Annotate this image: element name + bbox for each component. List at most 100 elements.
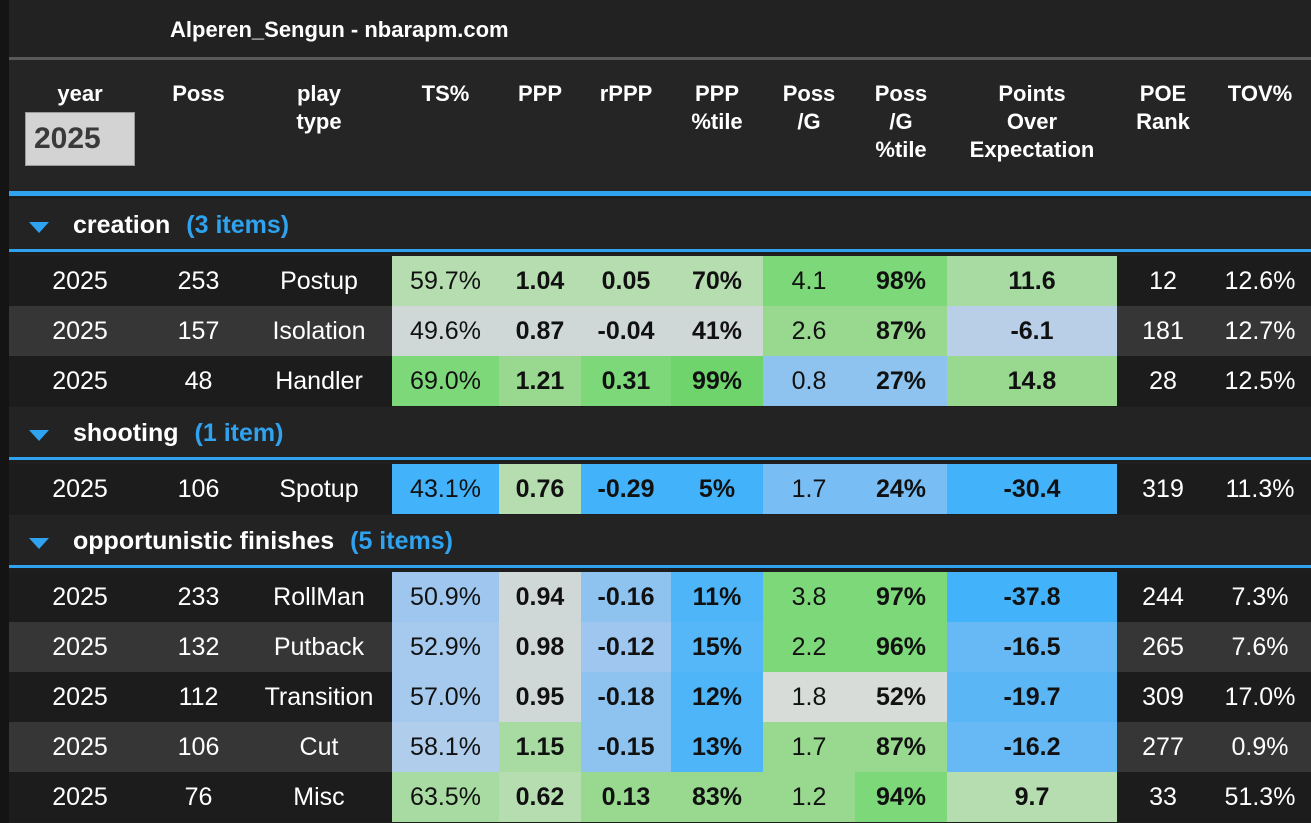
group-label: creation (3 items) [73,211,289,240]
header-ppp-label: PPP [517,81,563,106]
cell-tov: 12.6% [1209,256,1311,306]
cell-poe-rank: 277 [1117,722,1209,772]
year-filter-input[interactable] [25,112,135,166]
cell-rppp: -0.12 [581,622,671,672]
header-year[interactable]: year [9,80,151,108]
header-possg-pct-label-1: Poss [874,81,928,106]
header-ts[interactable]: TS% [392,80,499,108]
cell-possg-pct: 94% [855,772,947,822]
table-row[interactable]: 2025 106 Cut 58.1% 1.15 -0.15 13% 1.7 87… [9,722,1311,772]
cell-poe: 9.7 [947,772,1117,822]
group-header-shooting[interactable]: shooting (1 item) [9,407,1311,460]
header-poe-rank[interactable]: POE Rank [1117,80,1209,136]
group-header-creation[interactable]: creation (3 items) [9,199,1311,252]
cell-rppp: -0.29 [581,464,671,514]
cell-poss: 157 [151,306,246,356]
cell-possg-pct: 87% [855,722,947,772]
cell-tov: 0.9% [1209,722,1311,772]
cell-ppp-pct: 41% [671,306,763,356]
header-ppp-pct-label-2: %tile [691,109,743,134]
cell-ppp: 1.21 [499,356,581,406]
cell-play-type: Isolation [246,306,392,356]
cell-ppp: 0.98 [499,622,581,672]
cell-poe-rank: 244 [1117,572,1209,622]
table-row[interactable]: 2025 76 Misc 63.5% 0.62 0.13 83% 1.2 94%… [9,772,1311,823]
cell-possg: 2.2 [763,622,855,672]
cell-poe: -37.8 [947,572,1117,622]
cell-possg: 1.7 [763,464,855,514]
cell-possg: 1.2 [763,772,855,822]
header-poe-rank-label-2: Rank [1136,109,1190,134]
header-rppp[interactable]: rPPP [581,80,671,108]
header-ppp[interactable]: PPP [499,80,581,108]
table-row[interactable]: 2025 106 Spotup 43.1% 0.76 -0.29 5% 1.7 … [9,464,1311,514]
header-divider [9,191,1311,196]
cell-year: 2025 [9,772,151,822]
header-possg-label-2: /G [797,109,821,134]
cell-possg-pct: 27% [855,356,947,406]
table-row[interactable]: 2025 157 Isolation 49.6% 0.87 -0.04 41% … [9,306,1311,356]
cell-ppp: 0.94 [499,572,581,622]
header-ts-label: TS% [421,81,470,106]
page-title: Alperen_Sengun - nbarapm.com [170,17,509,42]
table-row[interactable]: 2025 48 Handler 69.0% 1.21 0.31 99% 0.8 … [9,356,1311,406]
cell-poss: 48 [151,356,246,406]
header-poe[interactable]: Points Over Expectation [947,80,1117,164]
cell-ts: 59.7% [392,256,499,306]
header-poe-rank-label-1: POE [1139,81,1187,106]
cell-play-type: Spotup [246,464,392,514]
table-row[interactable]: 2025 233 RollMan 50.9% 0.94 -0.16 11% 3.… [9,572,1311,622]
cell-play-type: Handler [246,356,392,406]
cell-tov: 7.3% [1209,572,1311,622]
header-ppp-pct[interactable]: PPP %tile [671,80,763,136]
cell-tov: 12.7% [1209,306,1311,356]
cell-poe: -6.1 [947,306,1117,356]
table-row[interactable]: 2025 112 Transition 57.0% 0.95 -0.18 12%… [9,672,1311,722]
caret-down-icon[interactable] [29,222,49,233]
cell-poe-rank: 319 [1117,464,1209,514]
group-count: (3 items) [186,211,290,239]
header-possg-label-1: Poss [782,81,836,106]
cell-play-type: Misc [246,772,392,822]
cell-rppp: -0.18 [581,672,671,722]
cell-year: 2025 [9,622,151,672]
cell-ts: 49.6% [392,306,499,356]
cell-ppp: 1.15 [499,722,581,772]
cell-ppp-pct: 99% [671,356,763,406]
cell-rppp: 0.31 [581,356,671,406]
cell-poss: 233 [151,572,246,622]
caret-down-icon[interactable] [29,430,49,441]
cell-possg: 2.6 [763,306,855,356]
header-poss-label: Poss [172,81,225,106]
group-name: creation [73,211,171,239]
header-possg[interactable]: Poss /G [763,80,855,136]
header-ppp-pct-label-1: PPP [694,81,740,106]
cell-rppp: 0.13 [581,772,671,822]
cell-play-type: Cut [246,722,392,772]
cell-rppp: -0.16 [581,572,671,622]
table-row[interactable]: 2025 253 Postup 59.7% 1.04 0.05 70% 4.1 … [9,256,1311,306]
cell-play-type: Transition [246,672,392,722]
header-tov[interactable]: TOV% [1209,80,1311,108]
table-row[interactable]: 2025 132 Putback 52.9% 0.98 -0.12 15% 2.… [9,622,1311,672]
cell-tov: 7.6% [1209,622,1311,672]
cell-poss: 132 [151,622,246,672]
table-header: year Poss play type TS% PPP rPPP PPP %ti… [9,60,1311,191]
cell-poe: 14.8 [947,356,1117,406]
left-edge [0,0,9,823]
cell-possg: 3.8 [763,572,855,622]
caret-down-icon[interactable] [29,538,49,549]
group-name: opportunistic finishes [73,527,335,555]
header-poss[interactable]: Poss [151,80,246,108]
cell-poe-rank: 33 [1117,772,1209,822]
cell-play-type: RollMan [246,572,392,622]
cell-year: 2025 [9,306,151,356]
cell-ts: 58.1% [392,722,499,772]
header-possg-pct[interactable]: Poss /G %tile [855,80,947,164]
header-poe-label-1: Points [998,81,1066,106]
group-header-opportunistic-finishes[interactable]: opportunistic finishes (5 items) [9,515,1311,568]
cell-poe-rank: 12 [1117,256,1209,306]
header-rppp-label: rPPP [599,81,653,106]
cell-possg: 1.8 [763,672,855,722]
header-play-type[interactable]: play type [246,80,392,136]
